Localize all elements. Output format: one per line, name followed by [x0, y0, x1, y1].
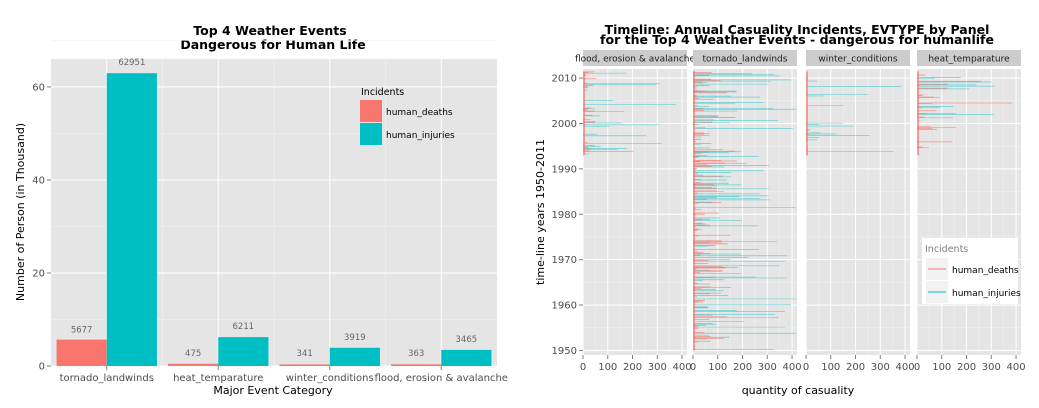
- facet-strip: [806, 50, 910, 66]
- facet-panel: flood, erosion & avalanche 0 100 200 300 400: [575, 50, 696, 373]
- facet-x-tick-label: 0: [914, 362, 920, 373]
- facet-incident-lines: [917, 71, 1013, 156]
- data-label-human_deaths: 341: [297, 349, 313, 359]
- facet-strip-label: flood, erosion & avalanche: [575, 55, 696, 65]
- right-legend-title: Incidents: [925, 244, 968, 255]
- data-label-human_deaths: 475: [185, 349, 201, 359]
- facet-plot-area: [917, 69, 1021, 355]
- bar-human_deaths: [56, 339, 107, 366]
- bar-human_injuries: [218, 337, 269, 366]
- right-faceted-chart: Timeline: Annual Casuality Incidents, EV…: [534, 22, 1026, 397]
- bar-human_deaths: [168, 363, 219, 366]
- facet-x-tick-label: 200: [957, 362, 976, 373]
- left-y-tick-label: 40: [32, 175, 45, 186]
- facet-x-tick-label: 200: [846, 362, 865, 373]
- bar-human_injuries: [441, 349, 492, 366]
- bar-human_injuries: [329, 347, 380, 366]
- left-x-tick-label: tornado_landwinds: [60, 373, 154, 384]
- facet-x-tick-label: 100: [821, 362, 840, 373]
- facet-x-tick-label: 200: [733, 362, 752, 373]
- left-x-axis-title: Major Event Category: [213, 384, 333, 397]
- left-x-tick-label: heat_temparature: [173, 373, 263, 384]
- right-legend: Incidents human_deaths human_injuries: [922, 238, 1021, 304]
- facet-x-tick-label: 200: [623, 362, 642, 373]
- facet-panel: tornado_landwinds 0 100 200 300 400: [690, 50, 802, 373]
- left-data-labels: 5677 475 341 363 62951 6211 3919 3465: [71, 58, 477, 359]
- legend-key-human-injuries: [360, 123, 382, 145]
- right-y-tick-label: 1960: [552, 301, 577, 312]
- bar-human_injuries: [106, 73, 157, 367]
- legend-label-human-deaths: human_deaths: [386, 108, 453, 118]
- facet-panel: heat_temparature 0 100 200 300 400: [914, 50, 1026, 373]
- left-x-ticks: tornado_landwinds heat_temparature winter_…: [60, 366, 508, 384]
- left-bars: [56, 73, 492, 367]
- left-y-tick-label: 60: [32, 82, 45, 93]
- facet-strip-label: heat_temparature: [928, 55, 1010, 65]
- facet-incident-lines: [583, 71, 677, 156]
- facet-x-tick-label: 300: [871, 362, 890, 373]
- facet-x-tick-label: 0: [803, 362, 809, 373]
- facet-x-tick-label: 400: [896, 362, 915, 373]
- facet-x-tick-label: 0: [690, 362, 696, 373]
- left-legend: Incidents human_deaths human_injuries: [360, 87, 455, 145]
- right-y-tick-label: 2010: [552, 74, 577, 85]
- facet-strip: [917, 50, 1021, 66]
- facet-x-tick-label: 300: [982, 362, 1001, 373]
- facet-plot-area: [693, 69, 797, 355]
- left-chart-subtitle: Dangerous for Human Life: [180, 37, 365, 52]
- facet-x-tick-label: 400: [1007, 362, 1026, 373]
- facet-x-tick-label: 400: [673, 362, 692, 373]
- right-y-tick-label: 2000: [552, 119, 577, 130]
- left-y-tick-label: 0: [39, 362, 45, 373]
- right-legend-label-human-deaths: human_deaths: [952, 266, 1019, 276]
- right-x-axis-title: quantity of casuality: [742, 384, 855, 397]
- data-label-human_injuries: 62951: [118, 58, 145, 68]
- facet-panel: winter_conditions 0 100 200 300 400: [803, 50, 915, 373]
- left-y-tick-label: 20: [32, 268, 45, 279]
- right-y-ticks: 1950 1960 1970 1980 1990 2000 2010: [552, 74, 583, 357]
- right-y-axis-title: time-line years 1950-2011: [534, 139, 547, 285]
- left-x-tick-label: winter_conditions: [286, 373, 374, 384]
- facet-incident-lines: [693, 70, 797, 351]
- right-legend-label-human-injuries: human_injuries: [952, 289, 1021, 299]
- facet-strip: [583, 50, 687, 66]
- facet-x-tick-label: 100: [932, 362, 951, 373]
- data-label-human_deaths: 363: [408, 349, 424, 359]
- data-label-human_injuries: 3465: [456, 335, 478, 345]
- data-label-human_deaths: 5677: [71, 326, 93, 336]
- right-chart-subtitle: for the Top 4 Weather Events - dangerous…: [600, 32, 994, 47]
- facet-x-tick-label: 100: [598, 362, 617, 373]
- facet-x-tick-label: 0: [580, 362, 586, 373]
- right-y-tick-label: 1970: [552, 255, 577, 266]
- data-label-human_injuries: 6211: [233, 322, 255, 332]
- left-x-tick-label: flood, erosion & avalanche: [375, 373, 508, 384]
- left-bar-chart: Top 4 Weather Events Dangerous for Human…: [14, 23, 508, 397]
- right-chart-title: Timeline: Annual Casuality Incidents, EV…: [605, 22, 990, 37]
- left-y-axis-title: Number of Person (in Thousand): [14, 123, 27, 301]
- left-y-ticks: 0 20 40 60: [32, 82, 51, 373]
- left-chart-title: Top 4 Weather Events: [193, 23, 346, 38]
- facet-strip-label: tornado_landwinds: [703, 55, 788, 65]
- facet-incident-lines: [806, 71, 902, 156]
- facet-x-tick-label: 100: [708, 362, 727, 373]
- facet-strip-label: winter_conditions: [818, 55, 897, 65]
- facet-strip: [693, 50, 797, 66]
- legend-key-human-deaths: [360, 100, 382, 122]
- facet-x-tick-label: 400: [783, 362, 802, 373]
- data-label-human_injuries: 3919: [344, 333, 366, 343]
- facet-x-tick-label: 300: [648, 362, 667, 373]
- facet-plot-area: [806, 69, 910, 355]
- legend-label-human-injuries: human_injuries: [386, 131, 455, 141]
- right-y-tick-label: 1950: [552, 346, 577, 357]
- facet-x-tick-label: 300: [758, 362, 777, 373]
- bar-human_deaths: [391, 364, 442, 366]
- right-y-tick-label: 1980: [552, 210, 577, 221]
- left-legend-title: Incidents: [361, 87, 404, 98]
- right-y-tick-label: 1990: [552, 164, 577, 175]
- bar-human_deaths: [279, 364, 330, 366]
